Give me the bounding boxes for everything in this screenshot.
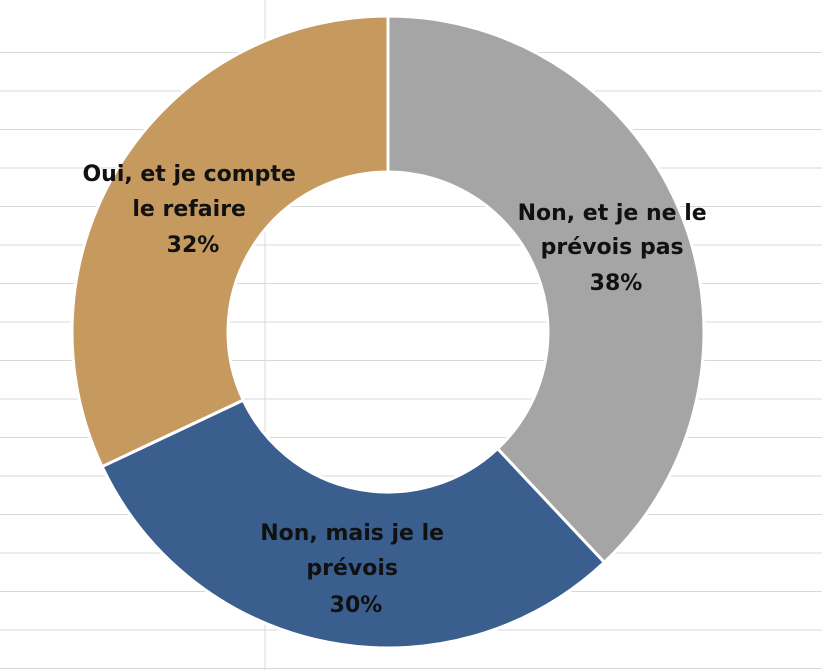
label-value: 32%	[167, 233, 220, 258]
label-line-1: Oui, et je compte	[82, 162, 295, 187]
label-line-2: prévois	[306, 556, 398, 581]
label-line-2: le refaire	[132, 197, 246, 222]
donut-slice-1[interactable]	[386, 14, 706, 565]
label-line-1: Non, mais je le	[260, 521, 444, 546]
data-label-oui-refaire: Oui, et je compte le refaire 32%	[82, 162, 303, 258]
label-line-2: prévois pas	[541, 235, 684, 260]
label-value: 30%	[330, 593, 383, 618]
label-line-1: Non, et je ne le	[518, 201, 707, 226]
data-label-non-mais-prevois: Non, mais je le prévois 30%	[260, 521, 452, 618]
donut-slice-3[interactable]	[70, 14, 390, 469]
data-label-non-ne-prevois-pas: Non, et je ne le prévois pas 38%	[518, 201, 715, 296]
data-label-group: Non, et je ne le prévois pas 38% Non, ma…	[82, 162, 715, 618]
donut-slice-2[interactable]	[100, 398, 607, 650]
slice-group	[70, 14, 706, 650]
label-value: 38%	[590, 271, 643, 296]
